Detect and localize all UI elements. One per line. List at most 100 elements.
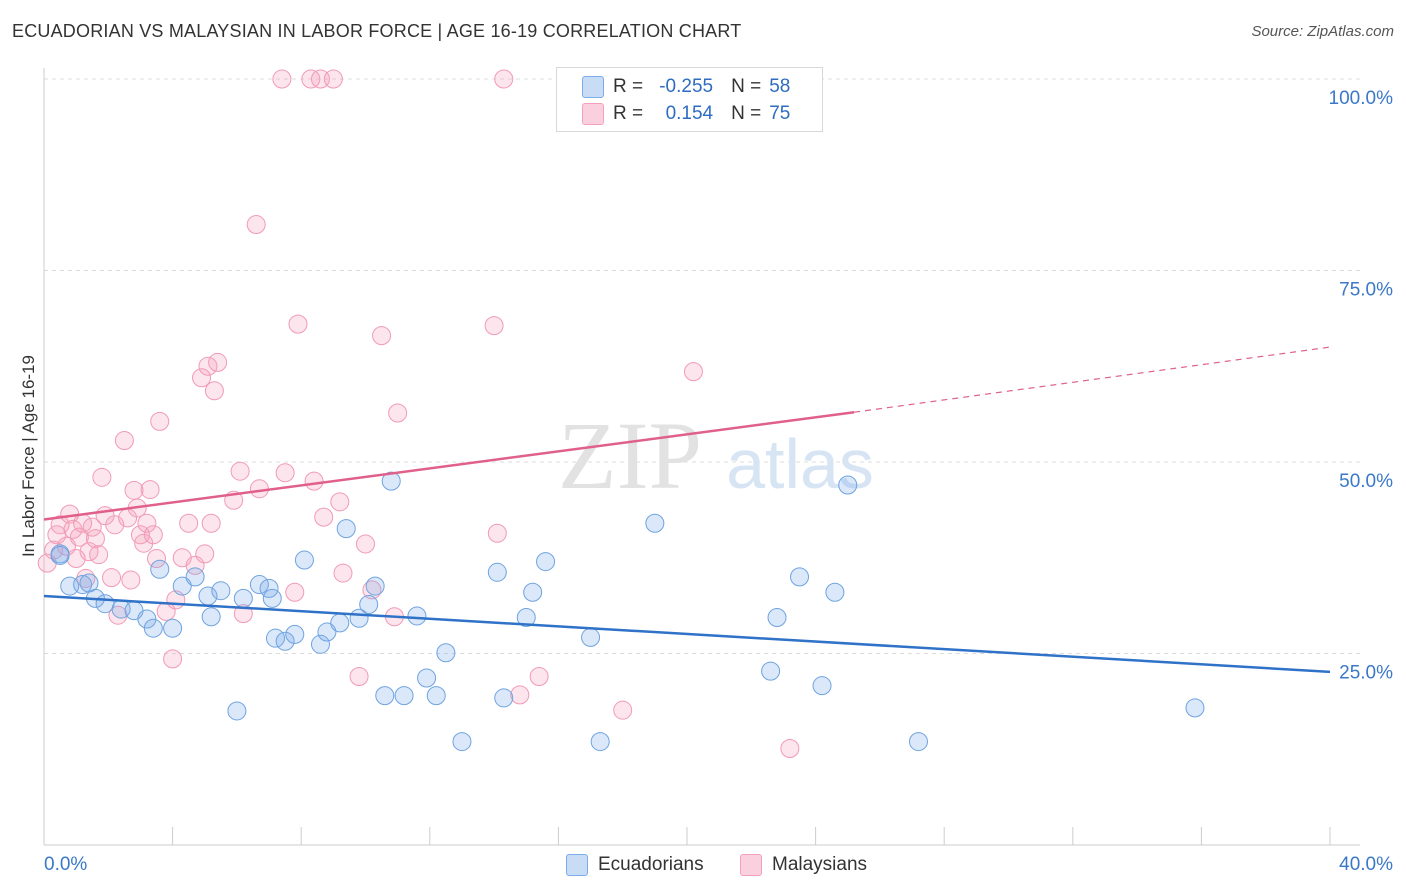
trend-extension-malaysians	[854, 346, 1331, 413]
malaysian-point	[201, 513, 221, 533]
ecuadorian-point	[172, 576, 192, 596]
ecuadorian-point	[581, 627, 601, 647]
legend-row-malaysians: R = 0.154 N = 75	[582, 101, 790, 127]
series-malaysians	[37, 69, 800, 758]
malaysian-point	[147, 549, 167, 569]
ecuadorian-point	[73, 575, 93, 595]
legend-n-value: 58	[769, 76, 791, 97]
malaysian-point	[63, 519, 83, 539]
ecuadorian-point	[812, 676, 832, 696]
ecuadorian-point	[407, 606, 427, 626]
malaysian-point	[82, 517, 102, 537]
y-tick-label: 100.0%	[1329, 88, 1394, 109]
y-tick-label: 75.0%	[1339, 280, 1393, 301]
ecuadorian-point	[838, 475, 858, 495]
ecuadorian-point	[417, 668, 437, 688]
trend-line-ecuadorians	[43, 594, 1331, 674]
x-tick-label: 0.0%	[44, 854, 87, 875]
bottom-legend-malaysians[interactable]: Malaysians	[740, 852, 867, 878]
ecuadorian-point	[452, 732, 472, 752]
ecuadorian-point	[211, 581, 231, 601]
ecuadorian-point	[285, 624, 305, 644]
legend-n-label: N =	[731, 103, 762, 124]
bottom-legend-swatch-ecuadorians	[566, 854, 588, 876]
chart-title: ECUADORIAN VS MALAYSIAN IN LABOR FORCE |…	[12, 21, 742, 41]
watermark-atlas: atlas	[726, 425, 874, 503]
trend-line-malaysians	[43, 410, 855, 521]
malaysian-point	[208, 352, 228, 372]
malaysian-point	[388, 403, 408, 423]
malaysian-point	[108, 605, 128, 625]
ecuadorian-point	[185, 567, 205, 587]
malaysian-point	[114, 431, 134, 451]
x-tick-label: 40.0%	[1339, 854, 1393, 875]
malaysian-point	[121, 570, 141, 590]
malaysian-point	[140, 480, 160, 500]
malaysian-point	[780, 738, 800, 758]
ecuadorian-point	[50, 545, 70, 565]
ecuadorian-point	[95, 594, 115, 614]
ecuadorian-point	[294, 550, 314, 570]
ecuadorian-point	[275, 631, 295, 651]
malaysian-point	[285, 582, 305, 602]
malaysian-point	[356, 534, 375, 554]
malaysian-point	[372, 326, 392, 346]
ecuadorian-point	[317, 622, 337, 642]
malaysian-point	[330, 492, 350, 512]
malaysian-point	[102, 568, 122, 588]
malaysian-point	[288, 314, 308, 334]
ecuadorian-point	[536, 552, 556, 572]
malaysian-point	[272, 69, 292, 89]
source-label: Source: ZipAtlas.com	[1251, 23, 1394, 40]
legend-r-value: -0.255	[659, 76, 714, 97]
ecuadorian-point	[487, 562, 507, 582]
ecuadorian-point	[150, 559, 170, 579]
malaysian-point	[333, 563, 353, 583]
malaysian-point	[124, 480, 144, 500]
ecuadorian-point	[426, 686, 446, 706]
malaysian-point	[163, 649, 183, 669]
ecuadorian-point	[365, 576, 385, 596]
legend-row-ecuadorians: R = -0.255 N = 58	[582, 74, 791, 100]
ecuadorian-point	[523, 582, 543, 602]
ecuadorian-point	[310, 634, 330, 654]
malaysian-point	[362, 580, 382, 600]
ecuadorian-point	[336, 519, 356, 539]
ecuadorian-point	[516, 607, 536, 627]
malaysian-point	[150, 411, 170, 431]
ecuadorian-point	[330, 613, 350, 633]
malaysian-point	[683, 362, 703, 382]
malaysian-point	[137, 513, 157, 533]
malaysian-point	[494, 69, 514, 89]
legend-swatch-malaysians	[582, 103, 604, 125]
malaysian-point	[487, 523, 507, 543]
malaysian-point	[92, 467, 112, 487]
malaysian-point	[246, 215, 266, 235]
ecuadorian-point	[394, 686, 414, 706]
malaysian-point	[195, 544, 215, 564]
legend-r-value: 0.154	[665, 103, 714, 124]
ecuadorian-point	[767, 607, 787, 627]
malaysian-point	[323, 69, 343, 89]
ecuadorian-point	[201, 607, 221, 627]
malaysian-point	[510, 685, 530, 705]
malaysian-point	[484, 316, 504, 336]
ecuadorian-point	[262, 588, 282, 608]
malaysian-point	[249, 479, 269, 499]
malaysian-point	[613, 700, 633, 720]
series-ecuadorians	[50, 471, 1205, 752]
ecuadorian-point	[790, 567, 810, 587]
y-tick-label: 50.0%	[1339, 471, 1393, 492]
ecuadorian-point	[143, 618, 163, 638]
malaysian-point	[275, 463, 295, 483]
stats-legend: R = -0.255 N = 58 R = 0.154 N = 75	[556, 67, 823, 132]
malaysian-point	[89, 545, 109, 565]
ecuadorian-point	[359, 594, 379, 614]
malaysian-point	[349, 666, 369, 686]
ecuadorian-point	[137, 609, 157, 629]
malaysian-point	[529, 666, 549, 686]
bottom-legend-ecuadorians[interactable]: Ecuadorians	[566, 852, 704, 878]
y-axis-label: In Labor Force | Age 16-19	[19, 355, 38, 557]
ecuadorian-point	[908, 732, 928, 752]
ecuadorian-point	[436, 643, 456, 663]
